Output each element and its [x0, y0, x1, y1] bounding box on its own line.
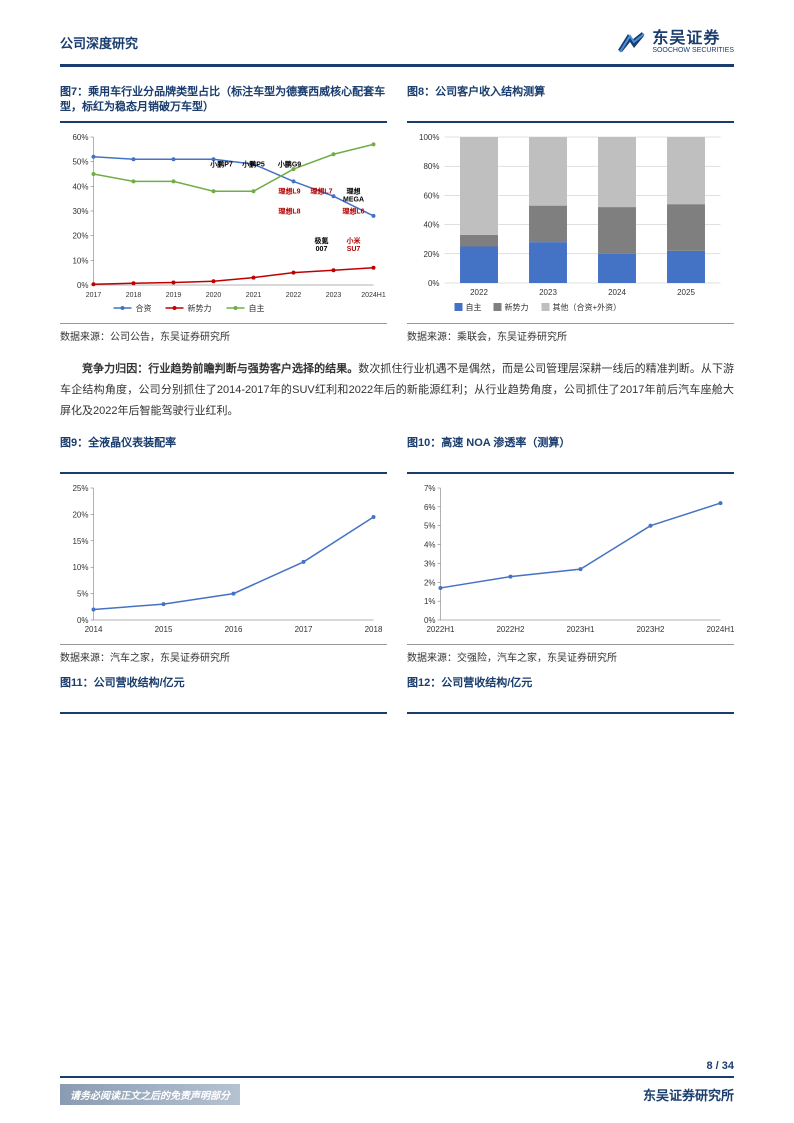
chart-7: 图7：乘用车行业分品牌类型占比（标注车型为德赛西威核心配套车型，标红为稳态月销破…	[60, 85, 387, 343]
svg-text:2022: 2022	[286, 292, 302, 299]
doc-type-header: 公司深度研究	[60, 33, 138, 52]
svg-text:2023: 2023	[539, 288, 557, 297]
svg-text:小鹏P7: 小鹏P7	[209, 160, 233, 169]
svg-text:2024H1: 2024H1	[706, 625, 734, 634]
svg-text:2022H1: 2022H1	[426, 625, 455, 634]
svg-text:5%: 5%	[77, 589, 89, 598]
chart-9-title: 图9：全液晶仪表装配率	[60, 436, 387, 468]
svg-text:自主: 自主	[249, 303, 265, 313]
svg-text:5%: 5%	[424, 521, 436, 530]
svg-text:小鹏P5: 小鹏P5	[241, 160, 265, 169]
svg-text:2020: 2020	[206, 292, 222, 299]
svg-text:理想L7: 理想L7	[310, 187, 332, 196]
svg-text:1%: 1%	[424, 597, 436, 606]
svg-text:2025: 2025	[677, 288, 695, 297]
svg-text:0%: 0%	[428, 279, 440, 288]
svg-text:3%: 3%	[424, 559, 436, 568]
svg-text:100%: 100%	[419, 133, 439, 142]
svg-text:其他（合资+外资）: 其他（合资+外资）	[553, 302, 622, 312]
svg-text:2024H1: 2024H1	[361, 292, 386, 299]
svg-text:理想L8: 理想L8	[278, 206, 300, 215]
svg-text:10%: 10%	[72, 563, 88, 572]
logo-text-cn: 东吴证券	[652, 31, 734, 47]
svg-text:0%: 0%	[424, 616, 436, 625]
svg-text:15%: 15%	[72, 536, 88, 545]
chart-10-title: 图10：高速 NOA 渗透率（测算）	[407, 436, 734, 468]
svg-text:40%: 40%	[72, 182, 88, 191]
chart-7-source: 数据来源：公司公告，东吴证券研究所	[60, 323, 387, 343]
chart-12-title: 图12：公司营收结构/亿元	[407, 676, 734, 708]
svg-text:2017: 2017	[86, 292, 102, 299]
svg-text:7%: 7%	[424, 484, 436, 493]
svg-text:理想L9: 理想L9	[278, 187, 300, 196]
svg-text:2017: 2017	[295, 625, 313, 634]
chart-10: 图10：高速 NOA 渗透率（测算） 0% 1% 2% 3% 4% 5% 6% 7% 2022H…	[407, 436, 734, 664]
page-number: 8 / 34	[60, 1060, 734, 1072]
svg-text:极氪: 极氪	[315, 236, 329, 245]
svg-text:理想: 理想	[347, 187, 361, 196]
chart-12: 图12：公司营收结构/亿元	[407, 676, 734, 720]
page-footer: 8 / 34 请务必阅读正文之后的免责声明部分 东吴证券研究所	[0, 1060, 794, 1105]
body-paragraph: 竞争力归因：行业趋势前瞻判断与强势客户选择的结果。数次抓住行业机遇不是偶然，而是…	[60, 359, 734, 422]
svg-text:理想L6: 理想L6	[342, 206, 364, 215]
svg-text:2018: 2018	[365, 625, 383, 634]
svg-text:2022: 2022	[470, 288, 488, 297]
svg-text:2018: 2018	[126, 292, 142, 299]
svg-text:10%: 10%	[72, 256, 88, 265]
svg-text:50%: 50%	[72, 158, 88, 167]
logo-icon	[616, 30, 646, 54]
svg-text:2022H2: 2022H2	[496, 625, 525, 634]
chart-7-title: 图7：乘用车行业分品牌类型占比（标注车型为德赛西威核心配套车型，标红为稳态月销破…	[60, 85, 387, 117]
svg-text:新势力: 新势力	[505, 302, 529, 312]
svg-text:007: 007	[316, 246, 328, 253]
company-logo: 东吴证券 SOOCHOW SECURITIES	[616, 30, 734, 54]
svg-text:0%: 0%	[77, 281, 89, 290]
header-divider	[60, 64, 734, 67]
svg-text:2024: 2024	[608, 288, 626, 297]
svg-text:20%: 20%	[72, 510, 88, 519]
svg-text:2015: 2015	[155, 625, 173, 634]
svg-text:小米: 小米	[346, 236, 362, 245]
svg-text:2021: 2021	[246, 292, 262, 299]
chart-11: 图11：公司营收结构/亿元	[60, 676, 387, 720]
svg-text:2014: 2014	[85, 625, 103, 634]
svg-text:新势力: 新势力	[188, 303, 212, 313]
svg-text:60%: 60%	[423, 191, 439, 200]
svg-text:2023H2: 2023H2	[636, 625, 665, 634]
chart-9: 图9：全液晶仪表装配率 0% 5% 10% 15% 20% 25% 2014 2015 2016…	[60, 436, 387, 664]
svg-text:60%: 60%	[72, 133, 88, 142]
svg-text:6%: 6%	[424, 503, 436, 512]
svg-text:2016: 2016	[225, 625, 243, 634]
svg-text:自主: 自主	[466, 302, 482, 312]
svg-text:2023: 2023	[326, 292, 342, 299]
chart-8-source: 数据来源：乘联会，东吴证券研究所	[407, 323, 734, 343]
chart-11-title: 图11：公司营收结构/亿元	[60, 676, 387, 708]
svg-text:80%: 80%	[423, 162, 439, 171]
chart-10-source: 数据来源：交强险，汽车之家，东吴证券研究所	[407, 644, 734, 664]
svg-text:20%: 20%	[423, 250, 439, 259]
svg-text:2%: 2%	[424, 578, 436, 587]
svg-text:0%: 0%	[77, 616, 89, 625]
disclaimer-text: 请务必阅读正文之后的免责声明部分	[60, 1084, 240, 1105]
svg-text:SU7: SU7	[347, 246, 361, 253]
svg-text:2019: 2019	[166, 292, 182, 299]
svg-text:小鹏G9: 小鹏G9	[277, 160, 301, 169]
svg-text:合资: 合资	[136, 303, 152, 313]
svg-text:MEGA: MEGA	[343, 197, 364, 204]
svg-text:40%: 40%	[423, 221, 439, 230]
research-dept: 东吴证券研究所	[643, 1085, 734, 1104]
svg-text:20%: 20%	[72, 232, 88, 241]
svg-text:25%: 25%	[72, 484, 88, 493]
chart-8-title: 图8：公司客户收入结构测算	[407, 85, 734, 117]
chart-8: 图8：公司客户收入结构测算 0% 20% 40% 60% 80% 100% 2022 2023…	[407, 85, 734, 343]
chart-9-source: 数据来源：汽车之家，东吴证券研究所	[60, 644, 387, 664]
svg-text:2023H1: 2023H1	[566, 625, 595, 634]
logo-text-en: SOOCHOW SECURITIES	[652, 47, 734, 54]
svg-text:4%: 4%	[424, 540, 436, 549]
svg-text:30%: 30%	[72, 207, 88, 216]
